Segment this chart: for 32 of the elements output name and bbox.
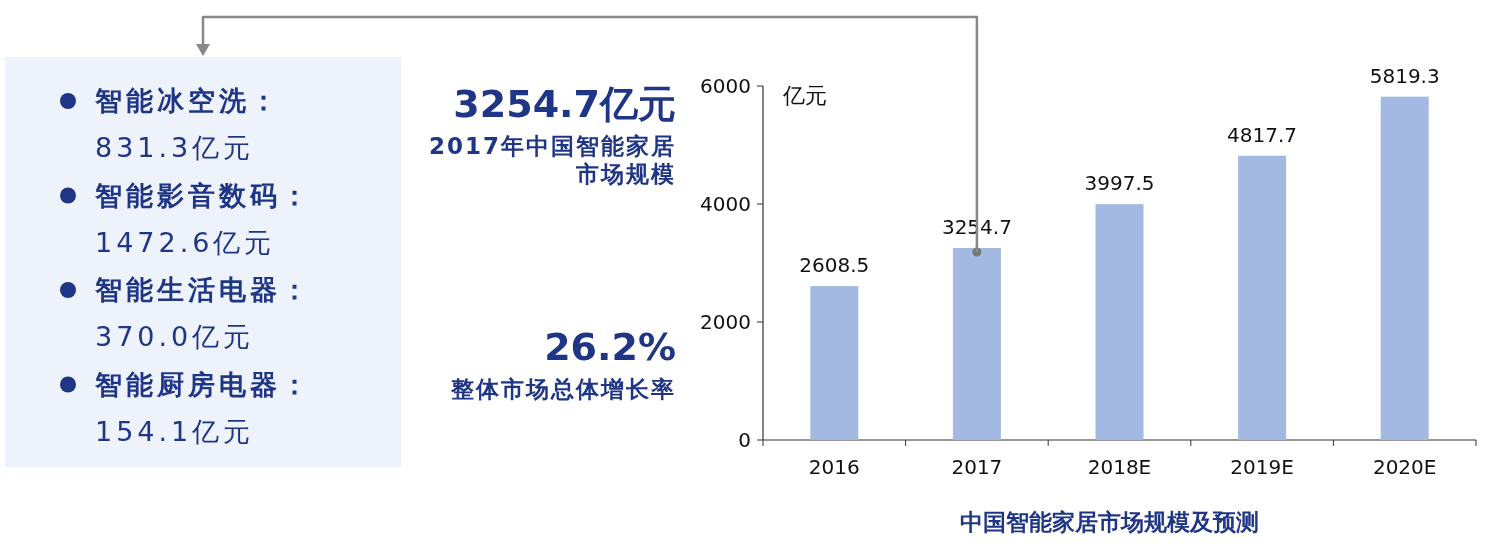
text: 智能厨房电器： [94, 368, 312, 400]
y-tick-label: 4000 [700, 192, 751, 216]
data-label: 4817.7 [1227, 122, 1298, 147]
bar [810, 286, 859, 440]
text: 中国智能家居市场规模及预测 [960, 509, 1259, 535]
bar [1380, 96, 1429, 440]
data-label: 3997.5 [1084, 171, 1155, 196]
y-tick-label: 0 [738, 428, 751, 452]
text: 26.2% [544, 325, 676, 369]
text: 智能生活电器： [94, 274, 312, 305]
text: 2017年中国智能家居市场规模 [428, 132, 676, 188]
bar [1238, 155, 1287, 440]
text: 整体市场总体增长率 [450, 375, 676, 403]
text: 智能影音数码： [94, 179, 312, 211]
y-tick-label: 6000 [700, 74, 751, 98]
text: 370.0亿元 [95, 321, 255, 352]
x-tick-label: 2016 [808, 455, 860, 479]
text: 3254.7亿元 [453, 82, 676, 126]
data-label: 5819.3 [1369, 63, 1440, 88]
data-label: 2608.5 [799, 253, 870, 278]
y-axis-title: 亿元 [782, 83, 827, 108]
y-tick-label: 2000 [700, 310, 751, 334]
bar [1095, 204, 1144, 440]
text: 831.3亿元 [95, 132, 255, 163]
text: 智能冰空洗： [94, 85, 281, 116]
text: 1472.6亿元 [95, 226, 276, 258]
text: 154.1亿元 [95, 415, 255, 447]
x-tick-label: 2018E [1087, 455, 1152, 479]
x-tick-label: 2020E [1372, 455, 1437, 479]
x-tick-label: 2019E [1230, 455, 1294, 479]
x-tick-label: 2017 [951, 455, 1003, 479]
bar [952, 247, 1001, 440]
